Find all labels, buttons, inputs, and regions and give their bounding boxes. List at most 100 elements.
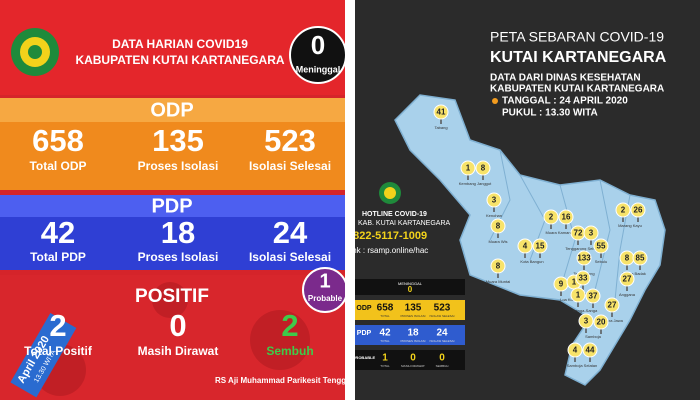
source-line-1: DATA DARI DINAS KESEHATAN <box>490 73 641 84</box>
marker-count: 41 <box>437 108 446 117</box>
row-value: 18 <box>407 328 419 339</box>
marker-count: 44 <box>586 346 595 355</box>
marker <box>615 202 631 218</box>
row-value: 523 <box>434 303 451 314</box>
row-label: MENINGGAL <box>398 281 423 286</box>
marker <box>532 238 548 254</box>
marker-count: 9 <box>559 280 564 289</box>
row-value: 24 <box>436 328 448 339</box>
row-value: 1 <box>382 353 388 364</box>
hotline-link: Link : rsamp.online/hac <box>346 246 428 255</box>
marker-count: 2 <box>621 206 626 215</box>
row-caption: PROSES ISOLASI <box>400 314 425 318</box>
marker-place: Sebulu <box>595 259 607 264</box>
marker-place: Marang Kayu <box>618 223 642 228</box>
pdp-title: PDP <box>151 195 192 217</box>
marker-place: Samboja <box>585 334 602 339</box>
left-panel: DATA HARIAN COVID19 KABUPATEN KUTAI KART… <box>0 0 345 400</box>
marker-place: Muara Muntai <box>486 279 511 284</box>
row-label: ODP <box>356 305 372 312</box>
marker-count: 3 <box>589 229 594 238</box>
header-title: DATA HARIAN COVID19 <box>112 37 248 51</box>
marker-count: 20 <box>597 318 606 327</box>
row-caption: TOTAL <box>380 364 390 368</box>
marker-place: Tenggarong Seberang <box>565 246 605 251</box>
map-subtitle: KUTAI KARTANEGARA <box>490 49 667 66</box>
marker-count: 33 <box>579 274 588 283</box>
deaths-badge <box>289 26 345 84</box>
row-label: PDP <box>357 330 372 337</box>
marker-count: 37 <box>589 292 598 301</box>
marker-place: Muara Kaman <box>545 230 570 235</box>
marker-place: Kota Bangun <box>520 259 543 264</box>
marker-count: 3 <box>584 317 589 326</box>
marker-place: Samboja Selatan <box>567 363 597 368</box>
marker <box>632 250 648 266</box>
hotline-title: HOTLINE COVID-19 <box>362 211 427 218</box>
marker <box>578 313 594 329</box>
marker <box>490 218 506 234</box>
stat-label: Masih Dirawat <box>138 344 219 358</box>
row-caption: ISOLASI SELESAI <box>429 314 454 318</box>
hotline-logo-inner <box>384 187 396 199</box>
deaths-label: Meninggal <box>296 64 341 74</box>
hotline: HOTLINE COVID-19 KAB. KUTAI KARTANEGARA … <box>346 182 451 255</box>
probable-value: 1 <box>319 270 330 292</box>
odp-header <box>0 98 345 122</box>
row-caption: TOTAL <box>380 314 390 318</box>
row-caption: PROSES ISOLASI <box>400 339 425 343</box>
pdp-header <box>0 195 345 217</box>
marker <box>486 192 502 208</box>
marker <box>543 209 559 225</box>
map-time: PUKUL : 13.30 WITA <box>502 108 598 119</box>
row-label: PROBABLE <box>353 355 376 360</box>
marker-count: 1 <box>576 291 581 300</box>
stat-value: 24 <box>273 215 308 250</box>
row-value: 135 <box>405 303 422 314</box>
stat-label: Proses Isolasi <box>138 159 219 173</box>
marker-count: 16 <box>562 213 571 222</box>
marker-count: 4 <box>573 346 578 355</box>
marker-count: 8 <box>481 164 486 173</box>
odp-title: ODP <box>150 99 193 121</box>
marker-place: Muara Jawa <box>601 318 624 323</box>
marker-count: 8 <box>625 254 630 263</box>
marker-count: 55 <box>597 242 606 251</box>
marker <box>576 250 592 266</box>
header-subtitle: KABUPATEN KUTAI KARTANEGARA <box>75 53 284 67</box>
stat-label: Isolasi Selesai <box>249 250 331 264</box>
marker-count: 72 <box>574 229 583 238</box>
marker <box>570 287 586 303</box>
marker-place: Loa Kulu <box>560 297 576 302</box>
row-caption: SEMBUH <box>436 364 449 368</box>
map-date: TANGGAL : 24 APRIL 2020 <box>502 96 628 107</box>
stat-label: Sembuh <box>266 344 313 358</box>
marker <box>604 297 620 313</box>
marker <box>517 238 533 254</box>
marker <box>460 160 476 176</box>
row-caption: TOTAL <box>380 339 390 343</box>
logo <box>11 28 59 76</box>
stat-label: Total ODP <box>29 159 86 173</box>
marker-place: Tabang <box>434 125 447 130</box>
row-value: 0 <box>410 353 416 364</box>
stat-value: 2 <box>281 308 298 343</box>
deaths-value: 0 <box>311 30 325 60</box>
marker-place: Kembang Janggut <box>459 181 492 186</box>
stat-value: 135 <box>152 123 204 158</box>
marker <box>630 202 646 218</box>
marker <box>583 225 599 241</box>
hotline-subtitle: KAB. KUTAI KARTANEGARA <box>358 220 451 227</box>
stat-value: 0 <box>169 308 186 343</box>
marker <box>433 104 449 120</box>
probable-label: Probable <box>308 294 343 303</box>
stat-label: Proses Isolasi <box>138 250 219 264</box>
stat-value: 42 <box>41 215 75 250</box>
stat-value: 2 <box>49 308 66 343</box>
marker-count: 15 <box>536 242 545 251</box>
marker <box>619 271 635 287</box>
marker-count: 4 <box>523 242 528 251</box>
